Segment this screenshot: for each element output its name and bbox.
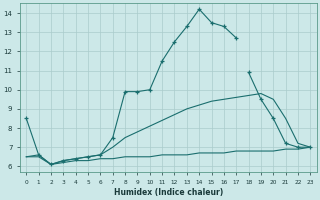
X-axis label: Humidex (Indice chaleur): Humidex (Indice chaleur) [114,188,223,197]
